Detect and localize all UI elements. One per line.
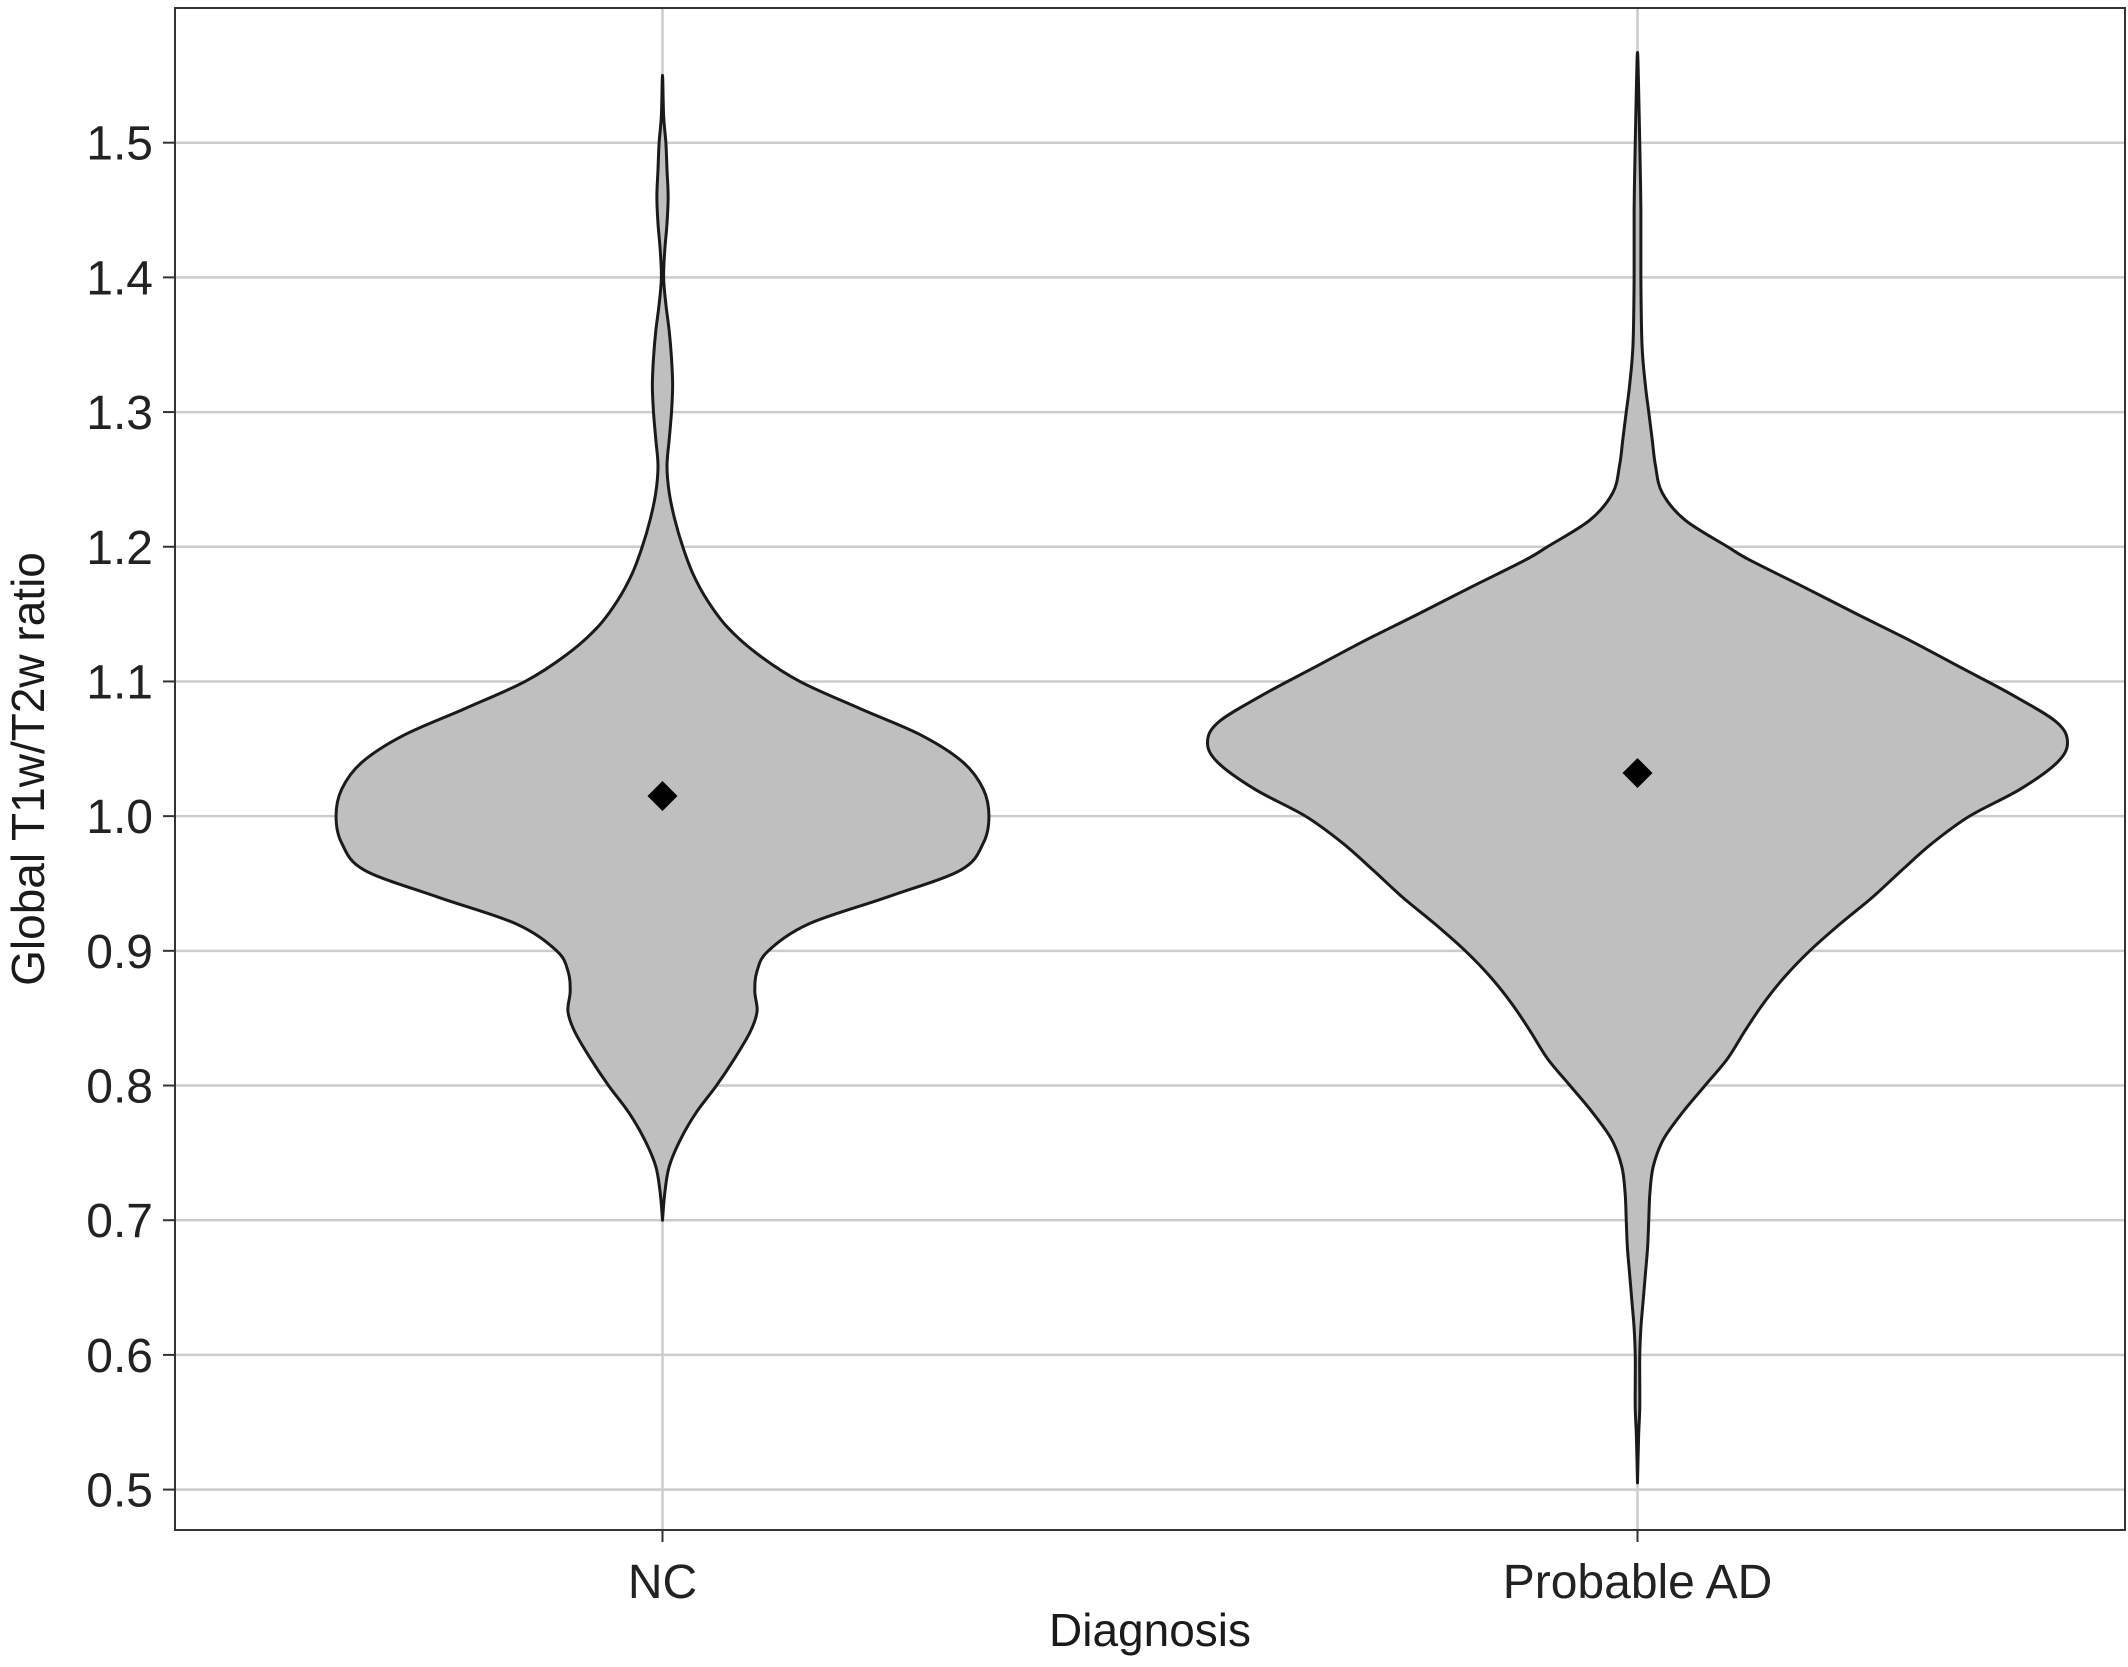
y-tick-label: 1.2 [86,522,153,575]
y-tick-label: 1.1 [86,656,153,709]
plot-frame [174,7,2126,1531]
y-tick-label: 0.9 [86,926,153,979]
y-tick-label: 1.4 [86,252,153,305]
y-tick-label: 0.7 [86,1195,153,1248]
y-tick-label: 0.5 [86,1465,153,1518]
x-axis-ticks: NC Probable AD [628,1530,1772,1609]
x-tick-label: NC [628,1556,697,1609]
y-tick-label: 1.3 [86,387,153,440]
violins [334,50,2070,1485]
mean-marker-nc [647,780,678,811]
y-axis-ticks: 0.5 0.6 0.7 0.8 0.9 1.0 1.1 1.2 1.3 1.4 1.5 [86,118,175,1518]
violin-nc [334,73,991,1222]
x-tick-label: Probable AD [1503,1556,1773,1609]
y-tick-label: 0.6 [86,1330,153,1383]
y-axis-title: Global T1w/T2w ratio [2,552,54,986]
y-tick-label: 1.0 [86,791,153,844]
y-tick-label: 1.5 [86,118,153,171]
y-tick-label: 0.8 [86,1061,153,1114]
x-axis-title: Diagnosis [1049,1604,1251,1656]
mean-marker-probable-ad [1622,758,1653,789]
